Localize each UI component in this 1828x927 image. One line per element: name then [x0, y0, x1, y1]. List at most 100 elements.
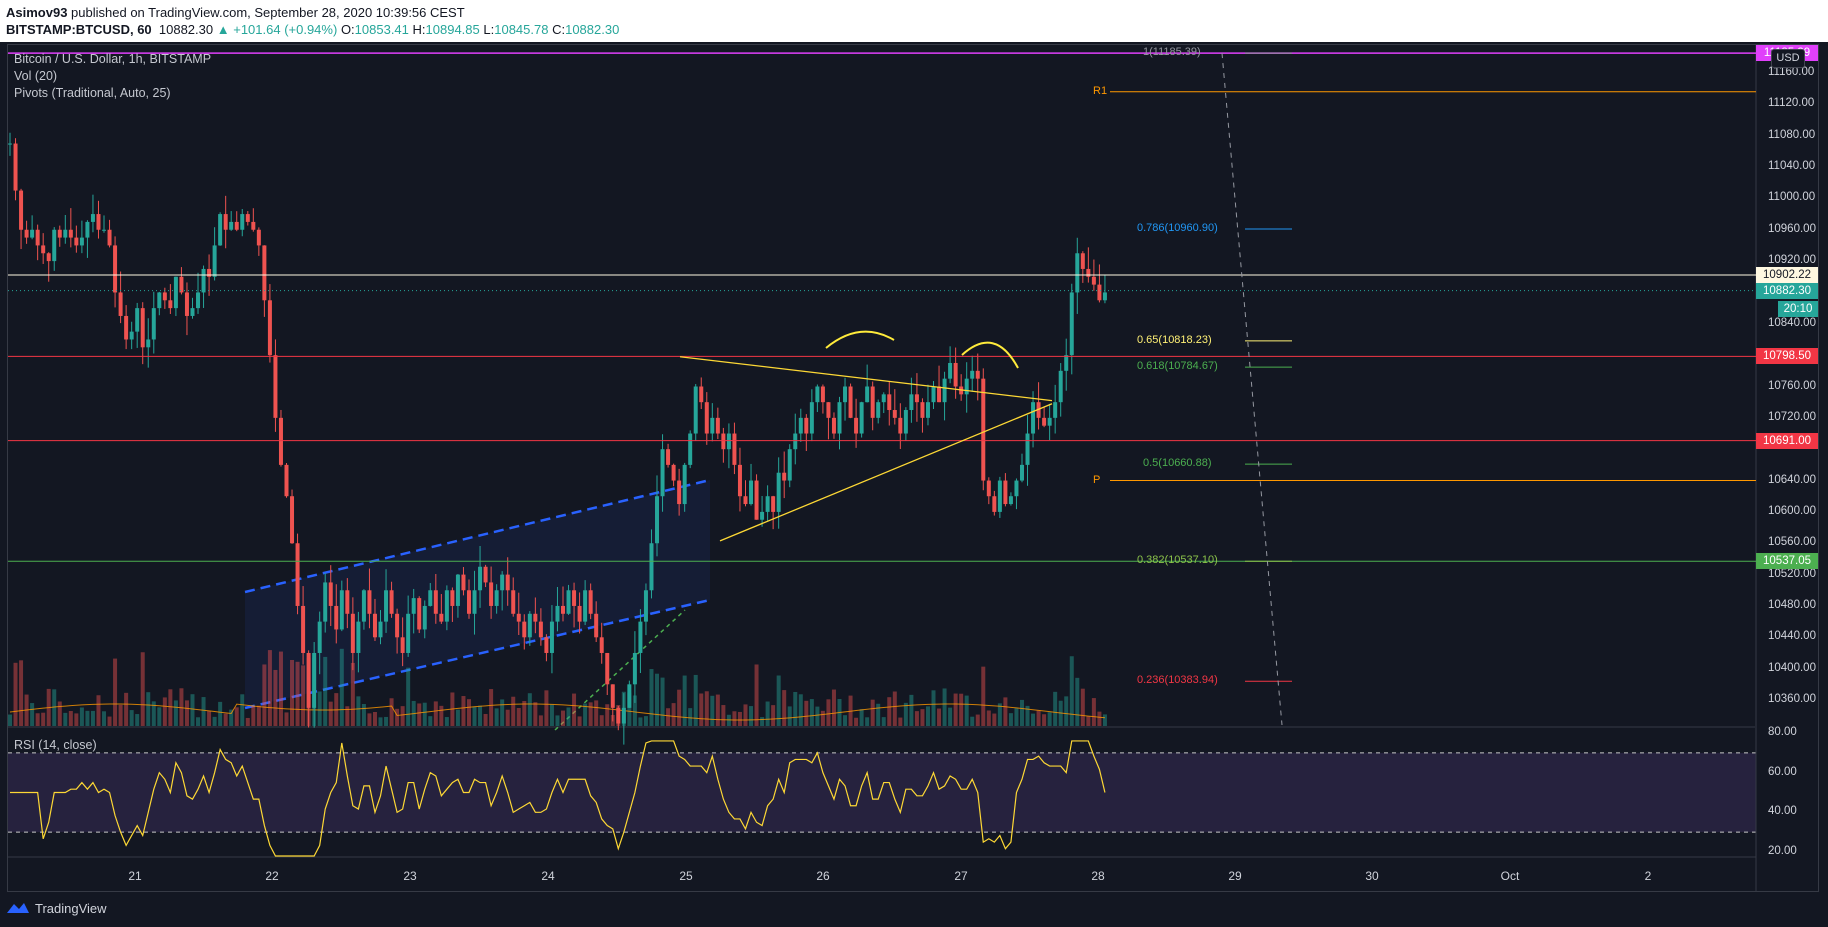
pivots-legend[interactable]: Pivots (Traditional, Auto, 25) [14, 86, 171, 100]
volume-bar [765, 701, 770, 726]
volume-bar [179, 688, 184, 726]
volume-bar [90, 710, 95, 726]
volume-bar [820, 710, 825, 726]
candle [843, 386, 848, 403]
volume-bar [682, 675, 687, 726]
rsi-legend[interactable]: RSI (14, close) [14, 738, 97, 752]
volume-bar [859, 709, 864, 726]
candle [920, 402, 925, 418]
candle [909, 394, 914, 411]
candle [478, 566, 483, 591]
chart-frame[interactable] [7, 44, 1819, 892]
candle [809, 402, 814, 434]
volume-bar [102, 711, 107, 726]
close-label: C: [552, 22, 566, 37]
volume-bar [245, 717, 250, 726]
candle [295, 543, 300, 606]
time-axis-label: 21 [128, 869, 142, 883]
volume-bar [1047, 712, 1052, 726]
candle [981, 378, 986, 481]
volume-bar [345, 706, 350, 726]
candle [815, 386, 820, 403]
candle [168, 300, 173, 309]
candle [1014, 480, 1019, 497]
volume-legend[interactable]: Vol (20) [14, 69, 58, 83]
volume-bar [677, 689, 682, 726]
volume-bar [655, 673, 660, 726]
symbol-label: BITSTAMP:BTCUSD, 60 [6, 22, 152, 37]
candle [793, 433, 798, 450]
published-text: published on TradingView.com, September … [71, 5, 465, 20]
candle [140, 308, 145, 348]
volume-bar [1036, 710, 1041, 726]
candle [848, 386, 853, 418]
fib-label: 0.236(10383.94) [1137, 674, 1218, 687]
volume-bar [372, 711, 377, 726]
rsi-band [8, 752, 1756, 833]
candle [68, 229, 73, 238]
volume-bar [1014, 708, 1019, 726]
candle [251, 221, 256, 230]
candle [384, 590, 389, 622]
volume-bar [8, 714, 12, 726]
volume-bar [444, 717, 449, 726]
price-tag-red2: 10691.00 [1756, 432, 1818, 449]
volume-bar [422, 702, 427, 726]
time-axis-label: Oct [1500, 869, 1520, 883]
publish-header: Asimov93 published on TradingView.com, S… [0, 0, 1828, 42]
chart-title-legend[interactable]: Bitcoin / U.S. Dollar, 1h, BITSTAMP [14, 52, 212, 66]
candle [726, 433, 731, 450]
volume-bar [986, 710, 991, 726]
fib-label: 0.618(10784.67) [1137, 360, 1218, 373]
volume-bar [737, 711, 742, 726]
candle [24, 229, 29, 238]
candle [621, 707, 626, 724]
candle [190, 308, 195, 316]
candle [406, 613, 411, 653]
candle [8, 143, 12, 145]
volume-bar [229, 709, 234, 726]
candle [433, 590, 438, 614]
candle [760, 511, 765, 520]
candle [787, 449, 792, 481]
triangle-upper-line [679, 356, 1053, 402]
volume-bar [146, 692, 151, 726]
volume-bar [688, 708, 693, 726]
volume-bar [1064, 696, 1069, 726]
volume-bar [865, 717, 870, 726]
volume-bar [395, 708, 400, 726]
candle [372, 613, 377, 638]
candle [85, 221, 90, 238]
candle [79, 237, 84, 246]
price-axis-label: 11040.00 [1768, 160, 1816, 173]
volume-bar [301, 665, 306, 726]
candle [953, 362, 958, 387]
candle [151, 308, 156, 340]
candle [52, 229, 57, 262]
volume-bar [997, 703, 1002, 726]
shoulder-arc-right [961, 341, 1019, 369]
volume-bar [129, 710, 134, 726]
time-axis-label: 25 [679, 869, 693, 883]
volume-bar [605, 704, 610, 726]
price-axis-label: 10920.00 [1768, 254, 1816, 267]
volume-bar [461, 696, 466, 726]
candle [898, 417, 903, 434]
volume-bar [489, 689, 494, 726]
volume-bar [85, 710, 90, 726]
volume-bar [483, 713, 488, 726]
price-axis-label: 10480.00 [1768, 598, 1816, 611]
volume-bar [843, 715, 848, 726]
currency-button[interactable]: USD [1771, 49, 1805, 68]
candle [677, 480, 682, 505]
publisher-name[interactable]: Asimov93 [6, 5, 68, 20]
candle [1036, 402, 1041, 418]
candle [715, 417, 720, 434]
candle [466, 590, 471, 614]
rsi-line [10, 740, 1106, 857]
candle [942, 378, 947, 403]
candle [361, 590, 366, 622]
time-axis-label: 26 [816, 869, 830, 883]
footer-brand[interactable]: TradingView [6, 897, 107, 919]
